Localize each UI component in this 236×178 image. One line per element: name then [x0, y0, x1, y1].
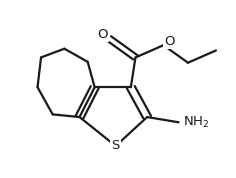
Text: O: O: [164, 35, 175, 48]
Text: NH$_2$: NH$_2$: [183, 115, 210, 130]
Text: O: O: [98, 28, 108, 41]
Text: S: S: [111, 139, 120, 152]
